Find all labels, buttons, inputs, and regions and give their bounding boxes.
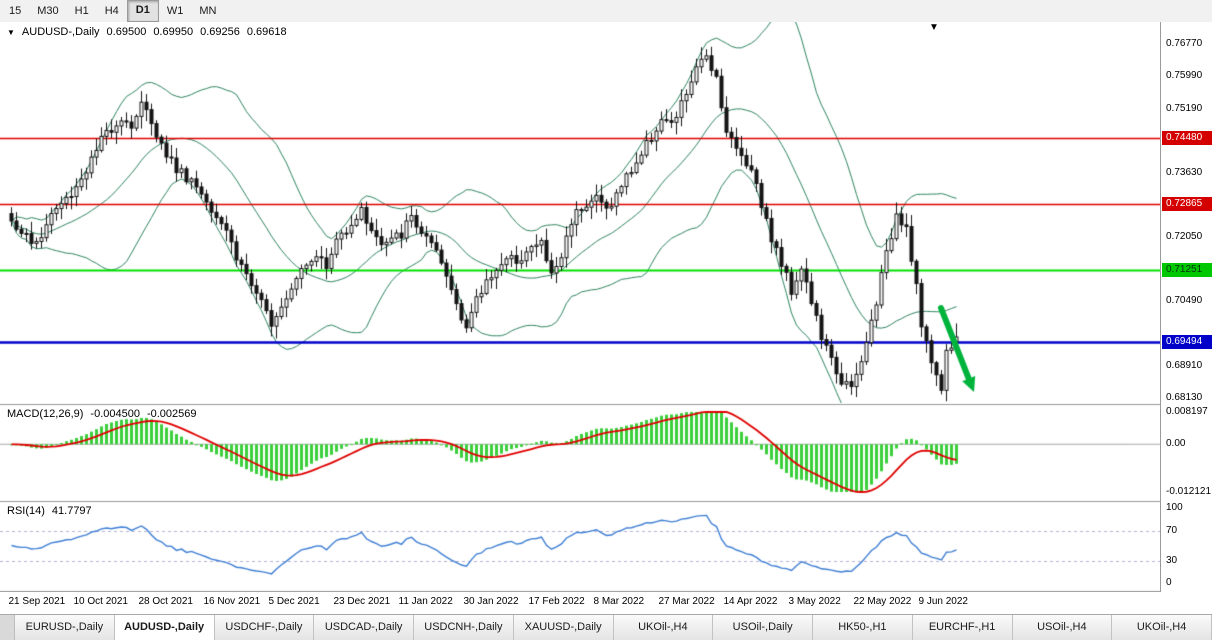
tab-usoildaily[interactable]: USOil-,Daily: [713, 615, 813, 640]
tab-usoilh4[interactable]: USOil-,H4: [1012, 615, 1113, 640]
date-label: 27 Mar 2022: [658, 596, 715, 607]
timeframe-button-h4[interactable]: H4: [104, 5, 119, 17]
date-label: 14 Apr 2022: [723, 596, 778, 607]
timeframe-toolbar: 15 M30 H1 H4 D1 W1 MN: [0, 0, 1212, 23]
date-label: 9 Jun 2022: [918, 596, 969, 607]
date-axis[interactable]: 21 Sep 2021 10 Oct 2021 28 Oct 2021 16 Nov …: [0, 592, 1212, 614]
macd-axis-tick: 0.00: [1166, 438, 1186, 450]
macd-axis-tick: 0.008197: [1166, 406, 1208, 417]
rsi-indicator-label: RSI(14) 41.7797: [7, 505, 92, 517]
price-tick: 0.75990: [1166, 69, 1203, 81]
date-label: 5 Dec 2021: [268, 596, 320, 607]
tab-usdcnhdaily[interactable]: USDCNH-,Daily: [414, 615, 514, 640]
chart-marker-icon: ▼: [7, 27, 15, 37]
chart-canvas[interactable]: [0, 22, 1160, 592]
macd-axis-tick: -0.012121: [1166, 486, 1212, 497]
symbol-tabbar: EURUSD-,Daily AUDUSD-,Daily USDCHF-,Daily U…: [0, 614, 1212, 640]
macd-main-value: -0.004500: [90, 408, 140, 420]
date-label: 28 Oct 2021: [138, 596, 193, 607]
price-line-box: 0.71251: [1162, 263, 1212, 278]
rsi-axis-tick: 30: [1166, 554, 1178, 566]
date-label: 10 Oct 2021: [73, 596, 128, 607]
tab-hk50h1[interactable]: HK50-,H1: [813, 615, 913, 640]
tab-eurchfh1[interactable]: EURCHF-,H1: [912, 615, 1013, 640]
date-label: 3 May 2022: [788, 596, 841, 607]
tab-ukoilh4[interactable]: UKOil-,H4: [613, 615, 714, 640]
low-value: 0.69256: [200, 26, 240, 38]
macd-indicator-label: MACD(12,26,9) -0.004500 -0.002569: [7, 408, 197, 420]
date-label: 11 Jan 2022: [398, 596, 453, 607]
price-line-box: 0.72865: [1162, 196, 1212, 211]
tab-usdcaddaily[interactable]: USDCAD-,Daily: [314, 615, 414, 640]
rsi-axis-tick: 70: [1166, 524, 1178, 536]
price-tick: 0.68130: [1166, 391, 1203, 403]
timeframe-button-d1[interactable]: D1: [126, 0, 159, 22]
close-value: 0.69618: [246, 26, 287, 38]
price-axis[interactable]: 0.76770 0.75990 0.75190 0.73630 0.72050 0.704…: [1160, 22, 1212, 592]
rsi-axis-tick: 100: [1166, 502, 1183, 513]
rsi-axis-tick: 0: [1166, 577, 1172, 588]
rsi-title: RSI(14): [7, 505, 45, 517]
ohlc-info-line: ▼ AUDUSD-,Daily 0.69500 0.69950 0.69256 …: [7, 26, 287, 38]
high-value: 0.69950: [153, 26, 194, 38]
price-tick: 0.68910: [1166, 360, 1203, 372]
price-line-box: 0.69494: [1162, 335, 1212, 350]
date-label: 23 Dec 2021: [333, 596, 391, 607]
date-label: 22 May 2022: [853, 596, 912, 607]
rsi-value: 41.7797: [51, 505, 92, 517]
date-label: 30 Jan 2022: [463, 596, 519, 607]
open-value: 0.69500: [106, 26, 147, 38]
price-tick: 0.75190: [1166, 102, 1203, 114]
price-tick: 0.70490: [1166, 295, 1203, 307]
chart-area: ▼ AUDUSD-,Daily 0.69500 0.69950 0.69256 …: [0, 22, 1212, 592]
tab-eurusddaily[interactable]: EURUSD-,Daily: [15, 615, 115, 640]
tab-audusddaily[interactable]: AUDUSD-,Daily: [114, 615, 215, 640]
date-label: 21 Sep 2021: [8, 596, 66, 607]
macd-title: MACD(12,26,9): [7, 408, 84, 420]
macd-signal-value: -0.002569: [146, 408, 197, 420]
tab-usdchfdaily[interactable]: USDCHF-,Daily: [214, 615, 315, 640]
tabbar-corner-button[interactable]: [0, 615, 15, 640]
timeframe-button-15[interactable]: 15: [9, 5, 22, 17]
date-label: 16 Nov 2021: [203, 596, 261, 607]
timeframe-button-mn[interactable]: MN: [199, 5, 217, 17]
price-line-box: 0.74480: [1162, 130, 1212, 145]
tab-ukoilh4[interactable]: UKOil-,H4: [1112, 615, 1212, 640]
price-tick: 0.72050: [1166, 231, 1203, 243]
price-tick: 0.76770: [1166, 38, 1203, 49]
price-tick: 0.73630: [1166, 166, 1203, 178]
timeframe-button-w1[interactable]: W1: [166, 5, 184, 17]
chart-shift-icon: ▼: [929, 22, 939, 33]
date-label: 8 Mar 2022: [593, 596, 645, 607]
symbol-period-label: AUDUSD-,Daily: [21, 26, 100, 38]
tab-xauusddaily[interactable]: XAUUSD-,Daily: [513, 615, 614, 640]
timeframe-button-m30[interactable]: M30: [37, 5, 59, 17]
date-label: 17 Feb 2022: [528, 596, 585, 607]
timeframe-button-h1[interactable]: H1: [74, 5, 89, 17]
